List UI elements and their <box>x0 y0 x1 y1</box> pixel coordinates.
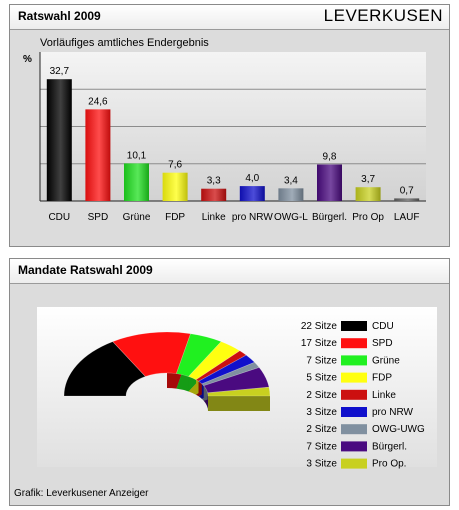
legend-swatch <box>341 389 367 400</box>
bar-b-rgerl <box>317 164 342 201</box>
seat-slice-pro-nrw <box>197 354 256 385</box>
legend-party-label: CDU <box>372 321 394 332</box>
seat-slice-cdu <box>63 341 146 397</box>
category-label: Linke <box>202 212 226 223</box>
bar-linke <box>201 188 227 201</box>
results-titlebar: Ratswahl 2009 LEVERKUSEN <box>10 5 449 30</box>
legend-party-label: Linke <box>372 390 396 401</box>
legend-party-label: Grüne <box>372 355 400 366</box>
seat-slice-spd <box>112 331 191 377</box>
seats-title: Mandate Ratswahl 2009 <box>18 263 153 277</box>
legend-swatch <box>341 407 367 417</box>
bar-lauf <box>394 198 420 201</box>
unit-label: % <box>23 54 32 65</box>
source-credit: Grafik: Leverkusener Anzeiger <box>14 488 149 499</box>
seats-titlebar: Mandate Ratswahl 2009 <box>10 259 449 284</box>
legend-seat-count: 3 Sitze <box>306 459 337 470</box>
bar-pro-nrw <box>239 186 265 201</box>
seat-slice-pro-op <box>207 386 271 397</box>
bar-gr-ne <box>124 163 149 201</box>
category-label: LAUF <box>394 212 420 223</box>
bar-value-label: 3,4 <box>284 175 298 186</box>
legend-party-label: Bürgerl. <box>372 441 407 452</box>
bar-spd <box>85 109 111 201</box>
legend-swatch <box>341 372 367 383</box>
results-subtitle: Vorläufiges amtliches Endergebnis <box>40 37 209 49</box>
legend-seat-count: 3 Sitze <box>306 407 337 418</box>
legend-party-label: SPD <box>372 338 393 349</box>
legend-seat-count: 17 Sitze <box>301 338 338 349</box>
legend-seat-count: 7 Sitze <box>306 355 337 366</box>
bar-value-label: 0,7 <box>400 185 414 196</box>
category-label: OWG-L <box>274 212 308 223</box>
seat-slice-b-rgerl <box>203 367 270 394</box>
bar-pro-op <box>355 187 381 201</box>
legend-party-label: FDP <box>372 373 392 384</box>
legend-swatch <box>341 441 367 452</box>
legend-swatch <box>341 338 367 349</box>
bar-chart: 32,7 CDU 24,6 SPD 10,1 Grüne 7,6 FDP 3,3 Linke 4,0… <box>39 52 426 223</box>
seat-slice-linke <box>195 350 247 382</box>
results-panel: Ratswahl 2009 LEVERKUSEN Vorläufiges amt… <box>9 4 450 247</box>
category-label: pro NRW <box>232 212 273 223</box>
seat-slice-fdp <box>188 341 241 381</box>
bar-value-label: 24,6 <box>88 96 108 107</box>
bar-cdu <box>46 79 72 201</box>
bar-value-label: 32,7 <box>50 66 70 77</box>
bar-value-label: 9,8 <box>323 151 337 162</box>
bar-owg-l <box>278 188 304 201</box>
bar-value-label: 4,0 <box>245 173 259 184</box>
legend-seat-count: 2 Sitze <box>306 424 337 435</box>
legend-seat-count: 7 Sitze <box>306 441 337 452</box>
category-label: SPD <box>88 212 109 223</box>
bar-value-label: 7,6 <box>168 160 182 171</box>
bar-value-label: 3,3 <box>207 176 221 187</box>
legend-swatch <box>341 321 367 331</box>
category-label: Bürgerl. <box>312 212 347 223</box>
results-title: Ratswahl 2009 <box>18 9 101 23</box>
category-label: CDU <box>48 212 70 223</box>
seat-chart: 22 Sitze CDU 17 Sitze SPD 7 Sitze Grüne 5 Sitz… <box>37 307 437 470</box>
legend-party-label: OWG-UWG <box>372 424 425 435</box>
legend-seat-count: 22 Sitze <box>301 321 338 332</box>
category-label: Pro Op <box>352 212 384 223</box>
category-label: Grüne <box>123 212 151 223</box>
legend-swatch <box>341 458 367 469</box>
legend-seat-count: 2 Sitze <box>306 390 337 401</box>
legend-party-label: Pro Op. <box>372 459 406 470</box>
city-name: LEVERKUSEN <box>323 6 443 25</box>
bar-value-label: 10,1 <box>127 150 147 161</box>
seats-panel: Mandate Ratswahl 2009 22 Sitze CDU 17 Sitz… <box>9 258 450 506</box>
legend-swatch <box>341 424 367 435</box>
legend-seat-count: 5 Sitze <box>306 373 337 384</box>
legend-swatch <box>341 355 367 366</box>
category-label: FDP <box>165 212 185 223</box>
legend-party-label: pro NRW <box>372 407 413 418</box>
seat-wall <box>208 396 270 411</box>
bar-value-label: 3,7 <box>361 174 375 185</box>
bar-fdp <box>162 172 188 201</box>
